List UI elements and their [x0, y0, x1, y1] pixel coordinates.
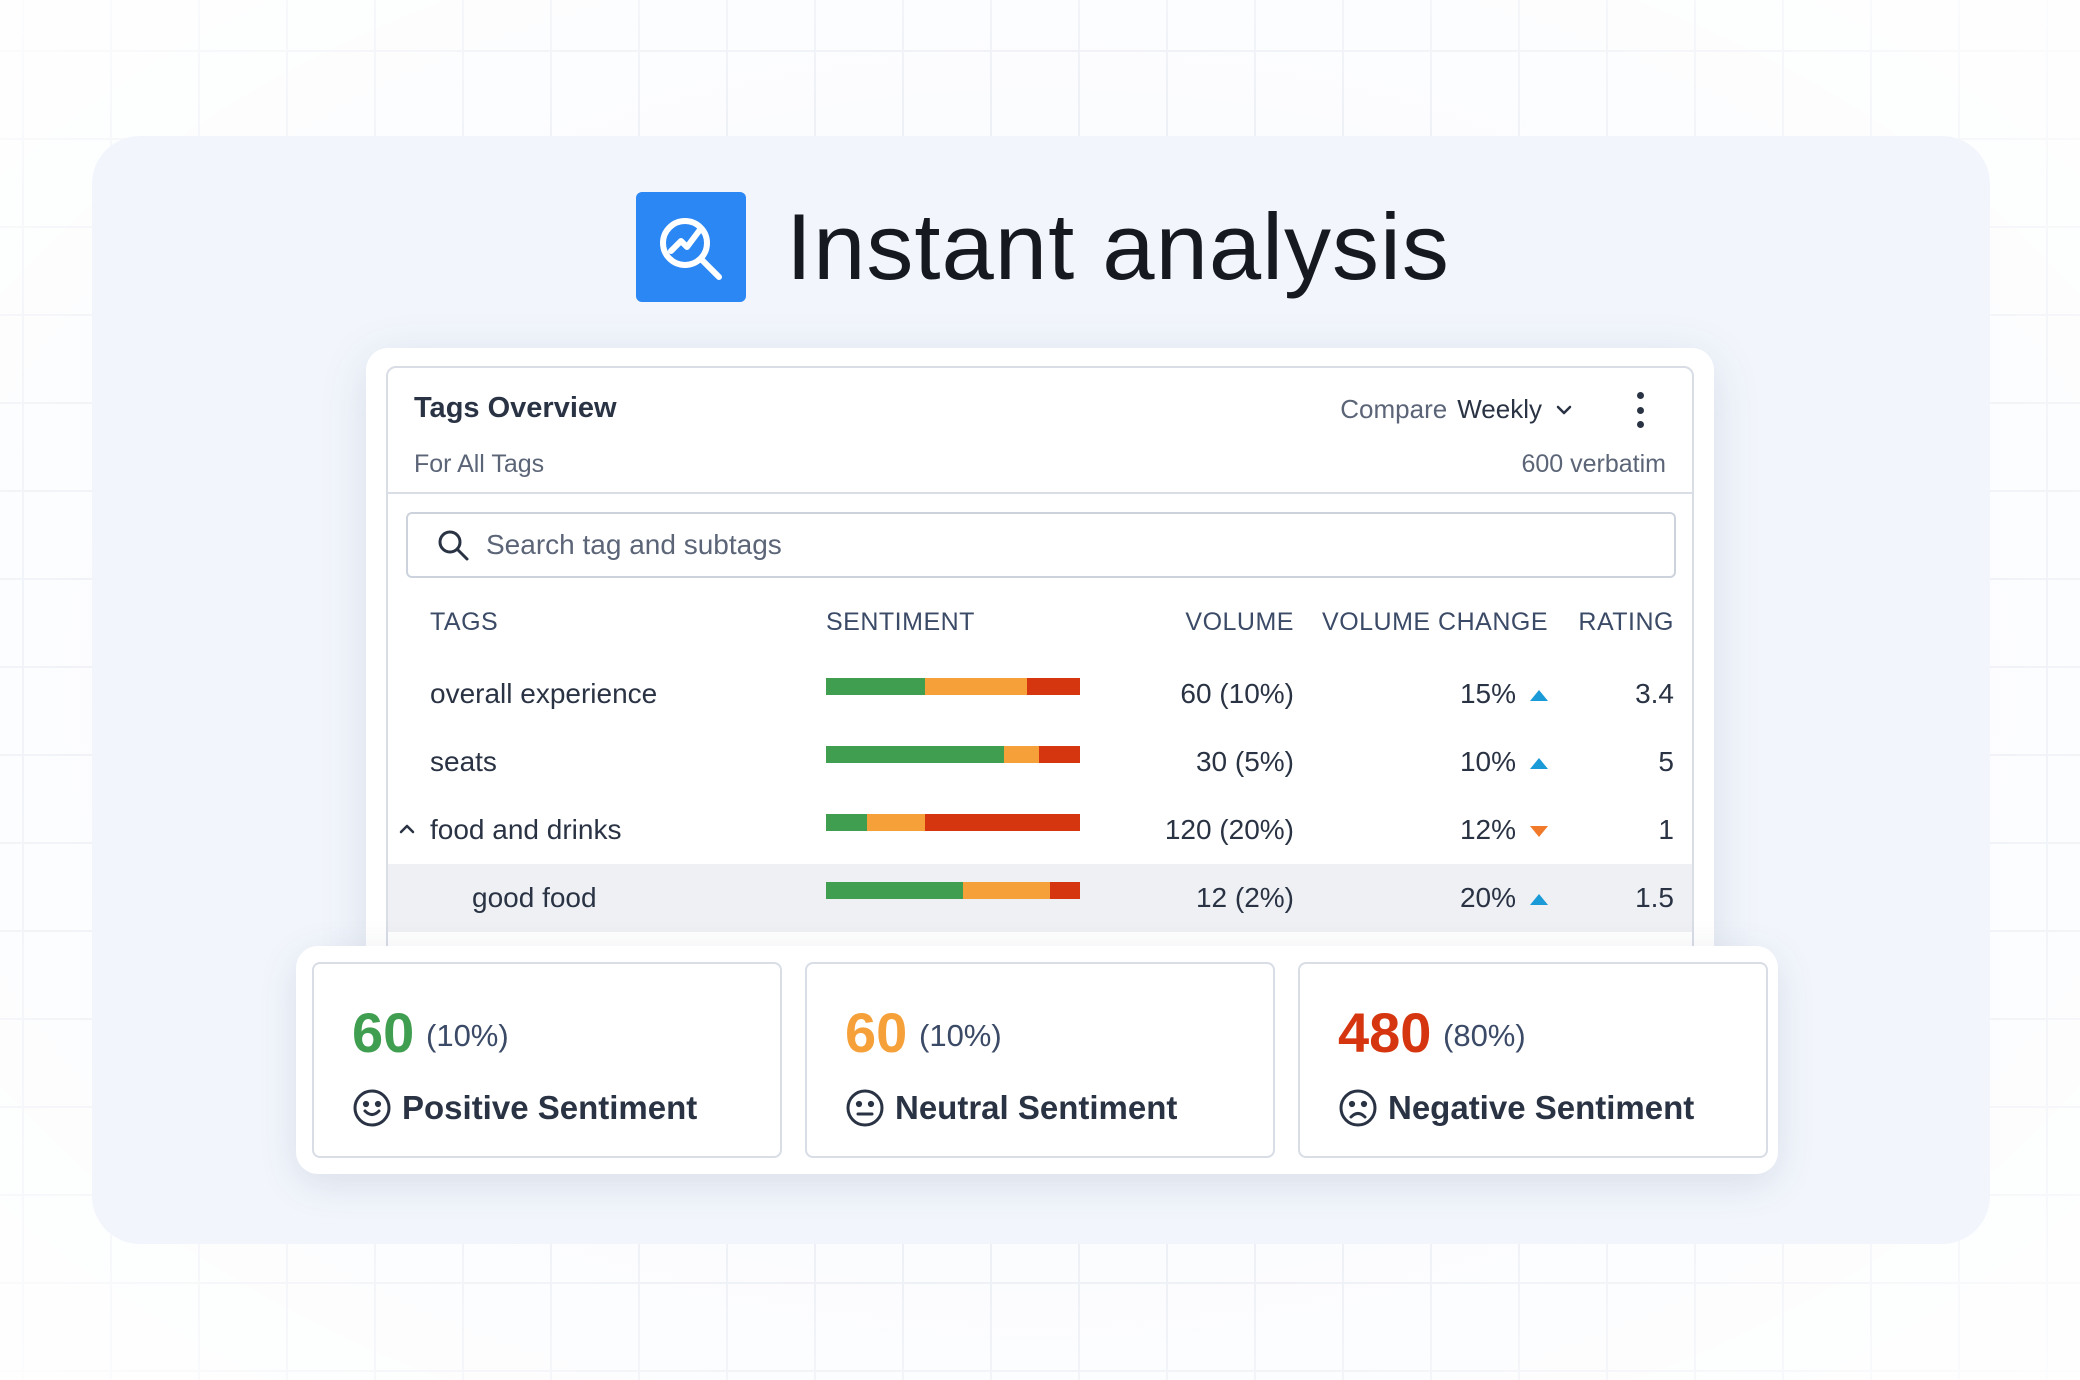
- header-volume-change[interactable]: VOLUME CHANGE: [1322, 608, 1548, 636]
- bar-positive: [826, 678, 926, 695]
- sentiment-percent: (10%): [426, 1018, 509, 1053]
- more-options-icon[interactable]: [1632, 392, 1648, 428]
- bar-neutral: [1003, 746, 1040, 763]
- bar-positive: [826, 814, 867, 831]
- tags-overview-panel: Tags Overview For All Tags Compare Weekl…: [386, 366, 1694, 956]
- bar-positive: [826, 882, 964, 899]
- tag-name[interactable]: food and drinks: [430, 814, 622, 845]
- sentiment-bar: [826, 882, 1080, 899]
- search-input[interactable]: [486, 529, 1586, 561]
- sentiment-label: Neutral Sentiment: [895, 1089, 1178, 1126]
- volume-change-value: 15%: [1459, 678, 1516, 709]
- bar-neutral: [963, 882, 1050, 899]
- sentiment-bar: [826, 814, 1080, 831]
- sentiment-count: 60: [352, 1001, 415, 1064]
- sentiment-label: Positive Sentiment: [402, 1089, 698, 1126]
- sentiment-bar: [826, 678, 1080, 695]
- search-icon: [438, 530, 469, 561]
- compare-value: Weekly: [1457, 394, 1542, 424]
- tag-name[interactable]: seats: [430, 746, 497, 777]
- header-tags[interactable]: TAGS: [430, 608, 499, 636]
- compare-dropdown[interactable]: Compare Weekly: [1340, 394, 1576, 425]
- trend-up-icon: [1530, 894, 1548, 905]
- volume-value: 120 (20%): [1164, 814, 1294, 845]
- search-box[interactable]: [406, 512, 1676, 578]
- trend-up-icon: [1530, 690, 1548, 701]
- tag-name[interactable]: overall experience: [430, 678, 658, 709]
- table-row[interactable]: overall experience 60 (10%) 15% 3.4: [388, 660, 1692, 728]
- header-rating[interactable]: RATING: [1578, 608, 1674, 636]
- volume-value: 30 (5%): [1195, 746, 1294, 777]
- rating-value: 3.4: [1635, 678, 1674, 709]
- panel-title: Tags Overview: [414, 392, 617, 424]
- trend-down-icon: [1530, 826, 1548, 837]
- bar-neutral: [866, 814, 926, 831]
- verbatim-count: 600 verbatim: [1521, 450, 1666, 478]
- hero-header: Instant analysis: [636, 192, 1450, 302]
- sentiment-label-group: Negative Sentiment: [1338, 1088, 1694, 1128]
- table-row[interactable]: food and drinks 120 (20%) 12% 1: [388, 796, 1692, 864]
- volume-value: 60 (10%): [1180, 678, 1294, 709]
- smile-face-icon: [353, 1089, 391, 1127]
- compare-label: Compare: [1340, 394, 1448, 424]
- analysis-search-icon: [636, 192, 746, 302]
- sentiment-count: 60: [845, 1001, 908, 1064]
- bar-positive: [826, 746, 1004, 763]
- sentiment-label-group: Neutral Sentiment: [845, 1088, 1177, 1128]
- table-row[interactable]: good food 12 (2%) 20% 1.5: [388, 864, 1692, 932]
- trend-up-icon: [1530, 758, 1548, 769]
- chevron-down-icon: [1556, 405, 1572, 414]
- sad-face-icon: [1339, 1089, 1377, 1127]
- tag-name[interactable]: good food: [472, 882, 597, 913]
- hero-title: Instant analysis: [786, 194, 1450, 299]
- sentiment-bar: [826, 746, 1080, 763]
- volume-value: 12 (2%): [1195, 882, 1294, 913]
- neutral-face-icon: [846, 1089, 884, 1127]
- sentiment-count: 480: [1338, 1001, 1432, 1064]
- chevron-up-icon[interactable]: [396, 818, 418, 840]
- volume-change-value: 10%: [1459, 746, 1516, 777]
- sentiment-percent: (80%): [1443, 1018, 1526, 1053]
- rating-value: 5: [1658, 746, 1674, 777]
- bar-negative: [1049, 882, 1080, 899]
- volume-change-value: 20%: [1459, 882, 1516, 913]
- panel-header: Tags Overview For All Tags Compare Weekl…: [388, 368, 1692, 494]
- sentiment-card[interactable]: 480 (80%) Negative Sentiment: [1298, 962, 1768, 1158]
- sentiment-label-group: Positive Sentiment: [352, 1088, 697, 1128]
- table-row[interactable]: seats 30 (5%) 10% 5: [388, 728, 1692, 796]
- bar-neutral: [925, 678, 1027, 695]
- sentiment-percent: (10%): [919, 1018, 1002, 1053]
- header-sentiment[interactable]: SENTIMENT: [826, 608, 975, 636]
- sentiment-card[interactable]: 60 (10%) Neutral Sentiment: [805, 962, 1275, 1158]
- volume-change-value: 12%: [1459, 814, 1516, 845]
- bar-negative: [1026, 678, 1080, 695]
- panel-subtitle: For All Tags: [414, 450, 545, 478]
- bar-negative: [925, 814, 1080, 831]
- rating-value: 1.5: [1635, 882, 1674, 913]
- table-header: TAGS SENTIMENT VOLUME VOLUME CHANGE RATI…: [388, 608, 1692, 648]
- header-volume[interactable]: VOLUME: [1185, 608, 1294, 636]
- rating-value: 1: [1658, 814, 1674, 845]
- sentiment-label: Negative Sentiment: [1388, 1089, 1695, 1126]
- sentiment-card[interactable]: 60 (10%) Positive Sentiment: [312, 962, 782, 1158]
- bar-negative: [1039, 746, 1080, 763]
